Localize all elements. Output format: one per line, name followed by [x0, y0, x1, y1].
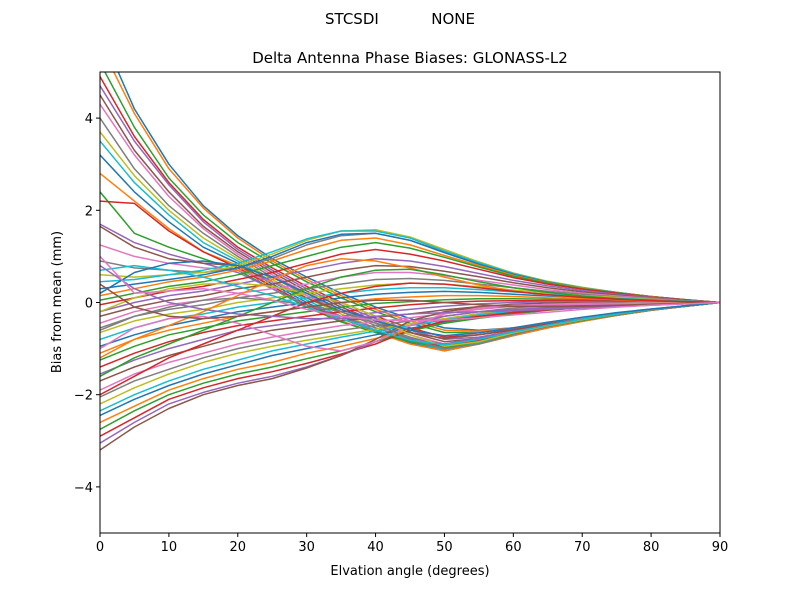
x-tick-label: 70 [574, 540, 591, 555]
series-line [100, 264, 720, 318]
series-line [100, 282, 720, 396]
y-tick-label: 0 [85, 297, 93, 312]
series-line [100, 257, 720, 313]
figure-suptitle: STCSDI NONE [325, 10, 475, 28]
x-tick-label: 50 [436, 540, 453, 555]
y-tick-label: −2 [74, 389, 93, 404]
y-tick-label: 2 [85, 204, 93, 219]
x-tick-label: 10 [161, 540, 178, 555]
x-tick-label: 90 [712, 540, 729, 555]
y-tick-label: −4 [74, 481, 93, 496]
series-line [100, 301, 720, 352]
y-tick-label: 4 [85, 112, 93, 127]
series-layer [100, 72, 720, 451]
x-tick-label: 0 [96, 540, 104, 555]
series-line [100, 264, 720, 346]
y-axis-label: Bias from mean (mm) [50, 231, 65, 373]
x-tick-label: 80 [643, 540, 660, 555]
x-axis-label: Elvation angle (degrees) [330, 564, 489, 579]
ticks-layer: 0 10 20 30 40 50 60 70 80 90 −4 −2 0 2 4 [74, 112, 728, 555]
series-line [100, 255, 720, 322]
x-tick-label: 20 [230, 540, 247, 555]
x-tick-label: 60 [505, 540, 522, 555]
chart-title: Delta Antenna Phase Biases: GLONASS-L2 [252, 49, 568, 67]
x-tick-label: 30 [298, 540, 315, 555]
series-line [100, 260, 720, 337]
x-tick-label: 40 [367, 540, 384, 555]
series-line [100, 248, 720, 306]
series-line [100, 283, 720, 320]
